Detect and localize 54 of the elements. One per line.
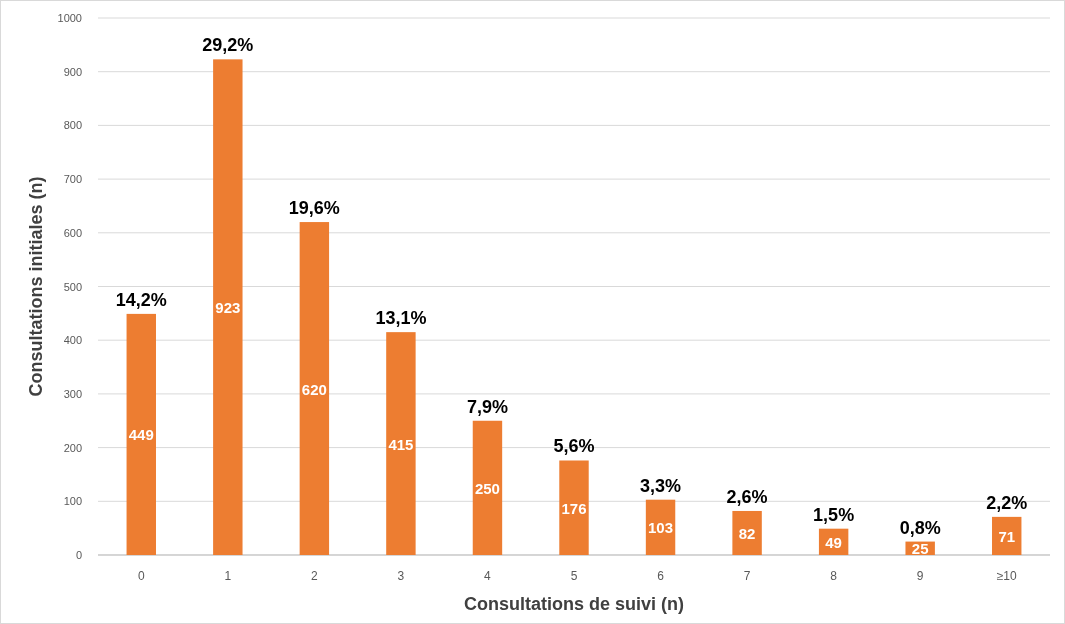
data-label: 71 [998,527,1016,545]
bar [299,222,330,555]
data-label: 620 [301,380,327,398]
bar [732,510,762,555]
y-tick-label: 900 [63,65,82,78]
annotation: 2,2% [986,492,1028,513]
data-label: 250 [474,479,500,497]
data-label: 923 [215,299,241,317]
y-tick-label: 0 [75,549,82,561]
bar [213,59,243,555]
x-tick-label: 3 [397,569,405,583]
annotation: 13,1% [375,308,427,329]
x-tick-label: 0 [137,569,145,583]
data-label: 25 [911,540,929,558]
x-tick-label: 7 [743,569,751,583]
data-label: 82 [738,524,756,542]
y-tick-label: 500 [63,280,82,293]
y-tick-label: 300 [63,387,82,400]
data-label: 415 [388,435,414,453]
annotation: 29,2% [202,35,254,56]
x-tick-label: ≥10 [996,569,1018,583]
y-tick-label: 400 [63,334,82,347]
x-axis-title: Consultations de suivi (n) [463,594,685,614]
data-label: 49 [825,533,842,551]
annotation: 2,6% [726,486,768,507]
annotation: 0,8% [899,517,941,538]
bar [992,516,1022,555]
y-tick-label: 200 [63,441,82,454]
y-tick-label: 600 [63,226,82,239]
bar [472,420,503,555]
x-tick-label: 6 [657,569,665,583]
bar [126,313,156,555]
bar [386,332,416,555]
data-label: 449 [128,426,154,444]
x-tick-label: 8 [830,569,838,583]
y-tick-label: 1000 [57,12,82,24]
annotation: 14,2% [115,289,167,310]
y-tick-label: 700 [63,173,82,186]
y-axis-title: Consultations initiales (n) [26,176,46,397]
x-tick-label: 2 [311,569,319,583]
y-tick-label: 100 [63,495,82,508]
annotation: 19,6% [288,198,340,219]
x-tick-label: 9 [916,569,924,583]
annotation: 7,9% [466,396,508,417]
annotation: 3,3% [640,475,682,496]
data-label: 103 [648,519,674,537]
x-tick-label: 1 [224,569,232,583]
data-label: 176 [561,499,587,517]
annotation: 1,5% [813,504,855,525]
bar [559,460,589,555]
y-tick-label: 800 [63,119,82,132]
annotation: 5,6% [553,436,595,457]
x-tick-label: 4 [484,569,492,583]
x-tick-label: 5 [570,569,578,583]
